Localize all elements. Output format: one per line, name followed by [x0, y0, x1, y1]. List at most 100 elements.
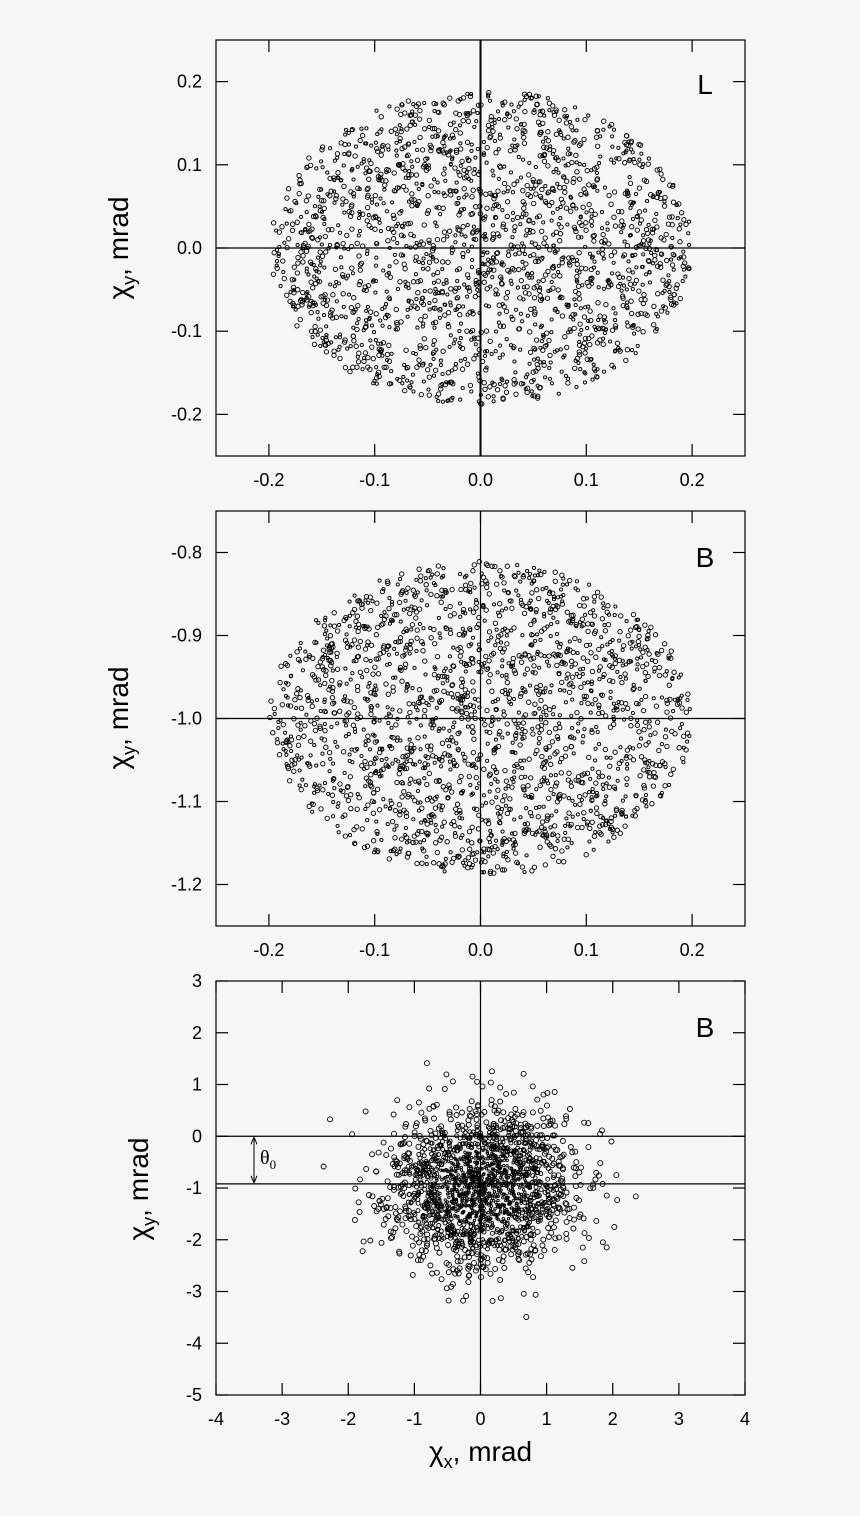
- data-point: [440, 382, 445, 387]
- data-point: [476, 559, 482, 565]
- data-point: [333, 193, 340, 199]
- y-axis-title-rest: , mrad: [103, 666, 134, 745]
- data-point: [312, 782, 317, 787]
- data-point: [274, 258, 280, 264]
- data-point: [667, 290, 672, 295]
- data-point: [410, 839, 416, 846]
- data-point: [295, 254, 301, 261]
- data-point: [374, 829, 380, 835]
- data-point: [483, 236, 489, 242]
- data-point: [414, 648, 419, 654]
- data-point: [401, 374, 406, 379]
- data-point: [407, 709, 413, 716]
- data-point: [334, 299, 339, 304]
- data-point: [413, 272, 418, 277]
- data-point: [397, 123, 402, 128]
- data-point: [530, 655, 537, 661]
- data-point: [501, 190, 506, 195]
- data-point: [493, 777, 498, 782]
- data-point: [656, 672, 663, 679]
- data-point: [461, 633, 466, 638]
- data-point: [545, 624, 550, 629]
- data-point: [686, 231, 691, 236]
- data-point: [664, 743, 670, 750]
- data-point: [425, 208, 432, 214]
- data-point: [320, 293, 326, 299]
- data-point: [374, 381, 379, 386]
- data-point: [590, 798, 595, 803]
- data-point: [294, 219, 300, 225]
- data-point: [433, 583, 438, 588]
- data-point: [532, 578, 537, 583]
- data-point: [440, 754, 445, 760]
- data-point: [470, 311, 476, 317]
- data-point: [318, 343, 323, 348]
- data-point: [342, 833, 349, 839]
- data-point: [366, 176, 372, 182]
- data-point: [551, 263, 556, 268]
- data-point: [391, 170, 397, 176]
- data-point: [475, 146, 480, 152]
- data-point: [504, 563, 510, 569]
- data-point: [563, 700, 568, 705]
- data-point: [408, 299, 414, 305]
- data-point: [427, 142, 433, 148]
- data-point: [355, 598, 361, 604]
- data-point: [433, 1185, 437, 1189]
- data-point: [458, 321, 464, 326]
- data-point: [569, 841, 574, 846]
- data-point: [531, 220, 536, 225]
- data-point: [475, 371, 480, 376]
- data-point: [348, 344, 353, 349]
- data-point: [316, 194, 321, 199]
- data-point: [304, 297, 310, 303]
- panel-top-L: -0.2 -0.1 0.0 0.1 0.2-0.2-0.10.00.10.2 Lχy, m…: [103, 39, 746, 490]
- data-point: [533, 1184, 539, 1190]
- data-point: [555, 595, 561, 600]
- data-point: [524, 666, 530, 672]
- data-point: [595, 367, 600, 372]
- data-point: [616, 274, 623, 280]
- data-point: [483, 191, 489, 197]
- data-point: [472, 806, 477, 811]
- data-point: [274, 247, 280, 253]
- data-point: [447, 187, 453, 194]
- data-point: [405, 314, 410, 319]
- data-point: [414, 240, 419, 245]
- data-point: [505, 731, 510, 736]
- data-point: [486, 818, 491, 823]
- data-point: [342, 151, 347, 157]
- data-point: [537, 804, 542, 809]
- data-point: [359, 132, 366, 139]
- data-point: [458, 207, 465, 213]
- data-point: [601, 601, 606, 606]
- data-point: [449, 682, 456, 688]
- data-point: [368, 704, 374, 710]
- data-point: [539, 186, 545, 193]
- data-point: [658, 171, 664, 177]
- data-point: [651, 303, 657, 310]
- data-point: [394, 1217, 401, 1224]
- data-point: [361, 358, 367, 365]
- data-point: [515, 285, 520, 290]
- data-point: [400, 183, 407, 190]
- data-point: [304, 712, 309, 717]
- data-point: [490, 128, 496, 134]
- data-point: [564, 609, 570, 615]
- data-point: [611, 834, 617, 840]
- data-point: [491, 196, 497, 202]
- data-point: [667, 696, 673, 703]
- data-point: [487, 868, 494, 875]
- data-point: [549, 621, 554, 627]
- data-point: [556, 672, 562, 677]
- data-point: [426, 237, 432, 243]
- data-point: [640, 707, 647, 714]
- data-point: [410, 795, 415, 800]
- data-point: [484, 365, 489, 370]
- data-point: [448, 333, 453, 338]
- data-point: [588, 642, 593, 647]
- data-point: [357, 229, 363, 234]
- data-point: [582, 162, 587, 167]
- data-point: [350, 364, 356, 370]
